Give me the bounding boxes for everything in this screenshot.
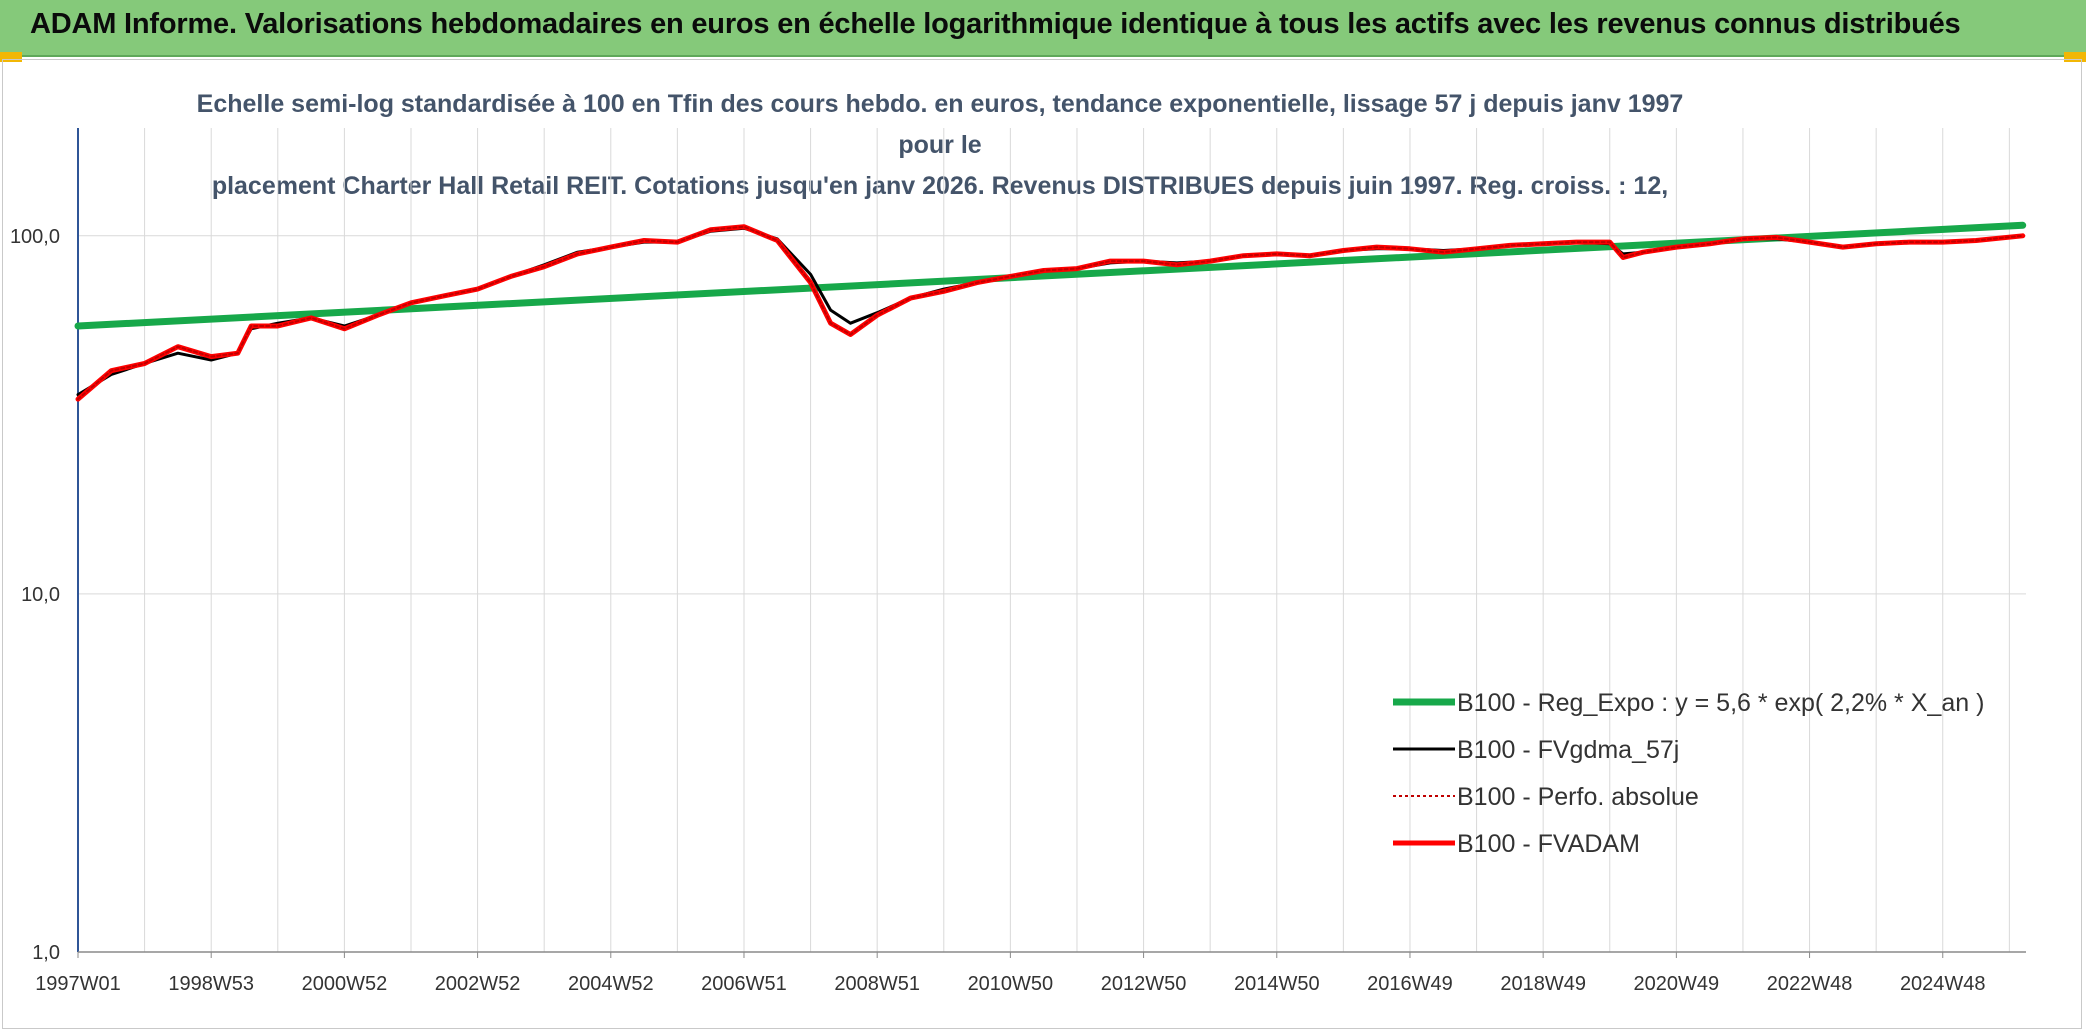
x-tick-label: 2002W52 [435,973,521,995]
corner-marker-right [2064,52,2086,62]
chart-title-line-2: placement Charter Hall Retail REIT. Cota… [211,172,1669,200]
x-tick-label: 2018W49 [1500,973,1586,995]
chart-title: Echelle semi-log standardisée à 100 en T… [180,84,1700,207]
x-tick-label: 2024W48 [1900,973,1986,995]
x-tick-label: 1997W01 [35,973,121,995]
x-tick-label: 2022W48 [1767,973,1853,995]
x-tick-label: 2004W52 [568,973,654,995]
chart-frame [2,59,2082,1029]
series-layer [74,221,2027,402]
legend-label-smooth: B100 - FVgdma_57j [1457,736,1679,764]
x-tick-label: 2006W51 [701,973,787,995]
report-banner: ADAM Informe. Valorisations hebdomadaire… [0,0,2086,57]
y-tick-label: 10,0 [21,584,60,606]
y-tick-label: 1,0 [32,942,60,964]
axes [77,128,2026,958]
legend-label-fvadam: B100 - FVADAM [1457,830,1640,858]
chart-title-line-1: Echelle semi-log standardisée à 100 en T… [196,90,1684,159]
x-tick-label: 2020W49 [1634,973,1720,995]
x-tick-label: 1998W53 [168,973,254,995]
x-tick-label: 2010W50 [968,973,1054,995]
report-title: ADAM Informe. Valorisations hebdomadaire… [30,8,1961,40]
legend-label-trend: B100 - Reg_Expo : y = 5,6 * exp( 2,2% * … [1457,689,1984,717]
x-tick-label: 2014W50 [1234,973,1320,995]
x-tick-label: 2000W52 [302,973,388,995]
corner-marker-left [0,52,22,62]
grid-lines [77,128,2026,953]
series-line-perfo [77,225,2024,401]
legend-label-perfo: B100 - Perfo. absolue [1457,783,1699,811]
x-tick-label: 2016W49 [1367,973,1453,995]
x-tick-label: 2008W51 [834,973,920,995]
legend: B100 - Reg_Expo : y = 5,6 * exp( 2,2% * … [1393,689,1984,858]
tick-labels: 1997W01 1998W53 2000W52 2002W52 2004W52 2006W… [10,226,1986,995]
x-tick-label: 2012W50 [1101,973,1187,995]
series-line-trend [74,221,2027,330]
y-tick-label: 100,0 [10,226,60,248]
